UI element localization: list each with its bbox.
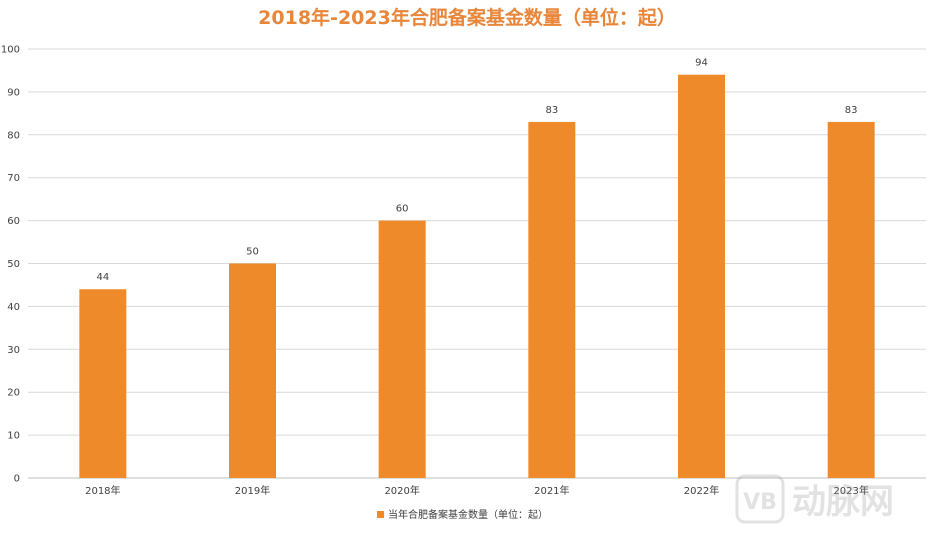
data-label: 50 bbox=[246, 247, 259, 258]
y-tick-label: 90 bbox=[7, 87, 20, 98]
watermark-logo-letters: VB bbox=[743, 490, 777, 515]
bar bbox=[827, 121, 875, 479]
data-label: 44 bbox=[96, 272, 109, 283]
x-tick-label: 2022年 bbox=[684, 484, 719, 497]
y-tick-label: 100 bbox=[1, 45, 20, 56]
x-tick-label: 2023年 bbox=[833, 484, 868, 497]
data-label: 83 bbox=[545, 105, 558, 116]
x-tick-label: 2019年 bbox=[235, 484, 270, 497]
y-tick-label: 70 bbox=[7, 173, 20, 184]
x-tick-label: 2018年 bbox=[85, 484, 120, 497]
chart-title: 2018年-2023年合肥备案基金数量（单位：起） bbox=[258, 6, 676, 29]
x-axis: 2018年 2019年 2020年 2021年 2022年 2023年 bbox=[85, 484, 869, 497]
gridlines bbox=[28, 48, 926, 479]
bar bbox=[378, 220, 426, 478]
watermark-text: 动脉网 bbox=[792, 482, 894, 522]
data-label: 60 bbox=[396, 204, 409, 215]
y-tick-label: 10 bbox=[7, 431, 20, 442]
bar bbox=[229, 263, 276, 478]
bars: 44 50 60 83 94 83 bbox=[79, 58, 875, 479]
y-tick-label: 60 bbox=[7, 216, 20, 227]
y-tick-label: 30 bbox=[7, 345, 20, 356]
y-tick-label: 0 bbox=[14, 474, 20, 485]
data-label: 94 bbox=[695, 58, 708, 69]
x-tick-label: 2021年 bbox=[534, 484, 569, 497]
watermark-logo-icon bbox=[735, 474, 785, 524]
legend-label: 当年合肥备案基金数量（单位：起） bbox=[388, 508, 548, 521]
bar bbox=[79, 289, 127, 478]
legend: 当年合肥备案基金数量（单位：起） bbox=[377, 508, 548, 521]
bar bbox=[678, 74, 725, 479]
y-tick-label: 80 bbox=[7, 130, 20, 141]
bar bbox=[528, 121, 576, 479]
legend-swatch bbox=[377, 511, 384, 518]
x-tick-label: 2020年 bbox=[384, 484, 419, 497]
y-tick-label: 40 bbox=[7, 302, 20, 313]
watermark: VB 动脉网 bbox=[735, 474, 894, 524]
y-axis: 0 10 20 30 40 50 60 70 80 90 100 bbox=[1, 45, 20, 485]
data-label: 83 bbox=[845, 105, 858, 116]
y-tick-label: 50 bbox=[7, 259, 20, 270]
y-tick-label: 20 bbox=[7, 388, 20, 399]
